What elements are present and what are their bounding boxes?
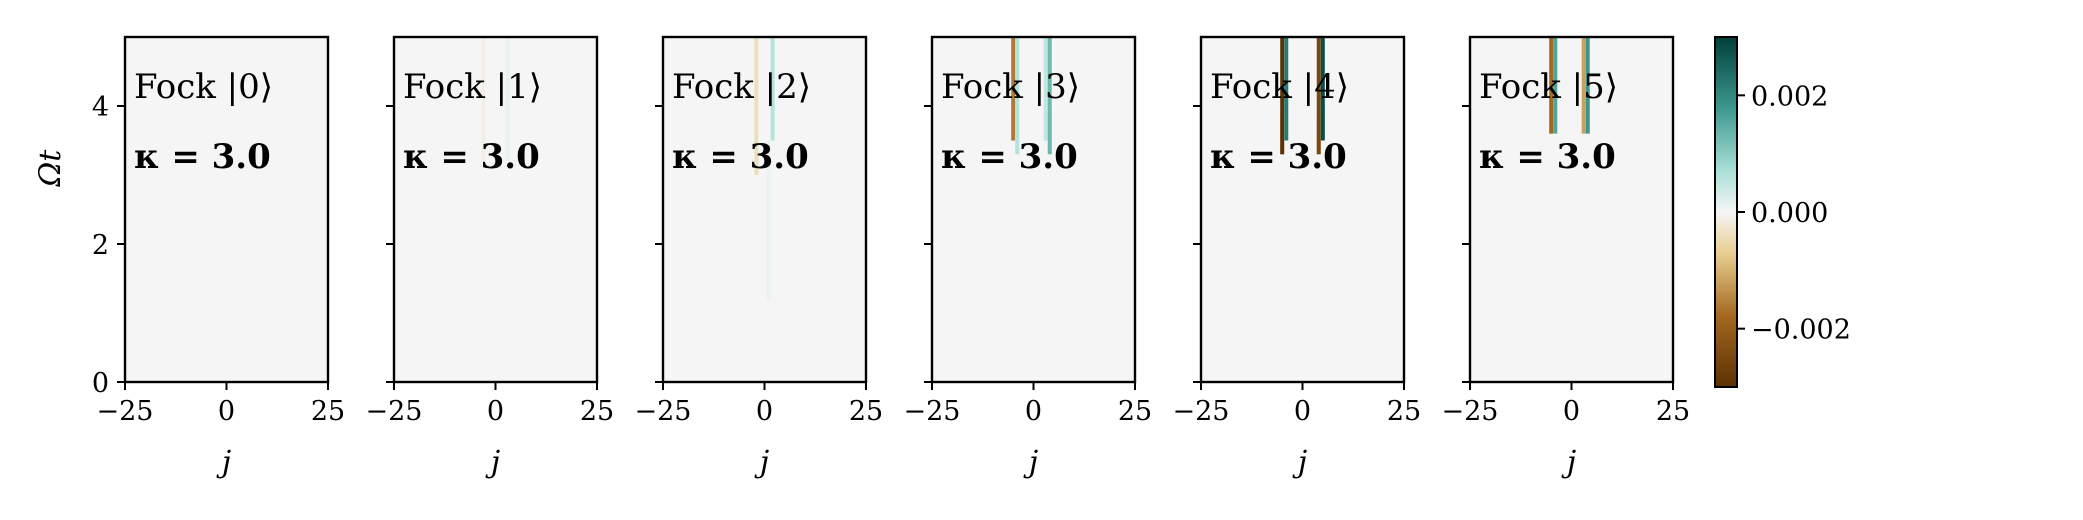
y-tick-label: 4 [92, 92, 109, 123]
heatmap-cell [1553, 37, 1558, 134]
x-axis-label: j [485, 445, 500, 480]
x-tick-label: 0 [1294, 396, 1311, 427]
kappa-label: κ = 3.0 [134, 137, 271, 177]
state-label: Fock |1⟩ [403, 67, 542, 107]
panel-5: −25 0 25 j Fock |5⟩ κ = 3.0 [1442, 35, 1690, 480]
state-label: Fock |0⟩ [134, 67, 273, 107]
x-tick-label: 0 [756, 396, 773, 427]
colorbar-tick-label: 0.000 [1751, 198, 1828, 229]
heatmap-background [394, 37, 597, 382]
x-tick-label: −25 [1442, 396, 1499, 427]
heatmap-background [125, 37, 328, 382]
x-tick-label: −25 [904, 396, 961, 427]
x-axis-label: j [1561, 445, 1576, 480]
state-label: Fock |3⟩ [941, 67, 1080, 107]
x-axis-label: j [1023, 445, 1038, 480]
state-label: Fock |4⟩ [1210, 67, 1349, 107]
x-tick-label: 0 [487, 396, 504, 427]
heatmap-background [932, 37, 1135, 382]
heatmap-cell [1280, 37, 1285, 155]
heatmap-cell [1047, 37, 1052, 155]
panel-1: −25 0 25 j Fock |1⟩ κ = 3.0 [366, 35, 614, 480]
x-tick-label: 25 [849, 396, 883, 427]
heatmap-cell [481, 37, 486, 162]
y-tick-label: 0 [92, 368, 109, 399]
heatmap-cell [766, 140, 771, 300]
heatmap-background [663, 37, 866, 382]
kappa-label: κ = 3.0 [672, 137, 809, 177]
colorbar-tick-label: −0.002 [1751, 315, 1851, 346]
y-tick-label: 2 [92, 230, 109, 261]
state-label: Fock |2⟩ [672, 67, 811, 107]
kappa-label: κ = 3.0 [1210, 137, 1347, 177]
colorbar: −0.002 0.000 0.002 [1714, 36, 1851, 388]
colorbar-tick-label: 0.002 [1751, 81, 1828, 112]
heatmap-cell [1011, 37, 1016, 141]
x-tick-label: 25 [580, 396, 614, 427]
heatmap-cell [1015, 37, 1020, 155]
x-tick-label: −25 [1173, 396, 1230, 427]
heatmap-background [1470, 37, 1673, 382]
state-label: Fock |5⟩ [1479, 67, 1618, 107]
heatmap-cell [1585, 37, 1590, 134]
heatmap-cell [754, 37, 759, 175]
panel-2: −25 0 25 j Fock |2⟩ κ = 3.0 [635, 35, 883, 480]
x-tick-label: 0 [1563, 396, 1580, 427]
x-tick-label: 0 [1025, 396, 1042, 427]
x-tick-label: −25 [97, 396, 154, 427]
x-tick-label: −25 [635, 396, 692, 427]
colorbar-gradient [1715, 37, 1737, 387]
x-tick-label: 25 [311, 396, 345, 427]
x-tick-label: −25 [366, 396, 423, 427]
heatmap-background [1201, 37, 1404, 382]
x-tick-label: 0 [218, 396, 235, 427]
heatmap-cell [1320, 37, 1325, 141]
panel-4: −25 0 25 j Fock |4⟩ κ = 3.0 [1173, 35, 1421, 480]
heatmap-cell [1581, 37, 1586, 134]
heatmap-cell [1549, 37, 1554, 134]
kappa-label: κ = 3.0 [403, 137, 540, 177]
kappa-label: κ = 3.0 [1479, 137, 1616, 177]
x-tick-label: 25 [1387, 396, 1421, 427]
kappa-label: κ = 3.0 [941, 137, 1078, 177]
heatmap-cell [505, 37, 510, 162]
x-axis-label: j [754, 445, 769, 480]
y-axis-label: Ωt [33, 149, 68, 188]
heatmap-cell [1316, 37, 1321, 155]
heatmap-cell [1043, 37, 1048, 141]
x-axis-label: j [1292, 445, 1307, 480]
heatmap-cell [1284, 37, 1289, 141]
panel-3: −25 0 25 j Fock |3⟩ κ = 3.0 [904, 35, 1152, 480]
x-tick-label: 25 [1656, 396, 1690, 427]
heatmap-cell [770, 37, 775, 141]
x-tick-label: 25 [1118, 396, 1152, 427]
x-axis-label: j [216, 445, 231, 480]
